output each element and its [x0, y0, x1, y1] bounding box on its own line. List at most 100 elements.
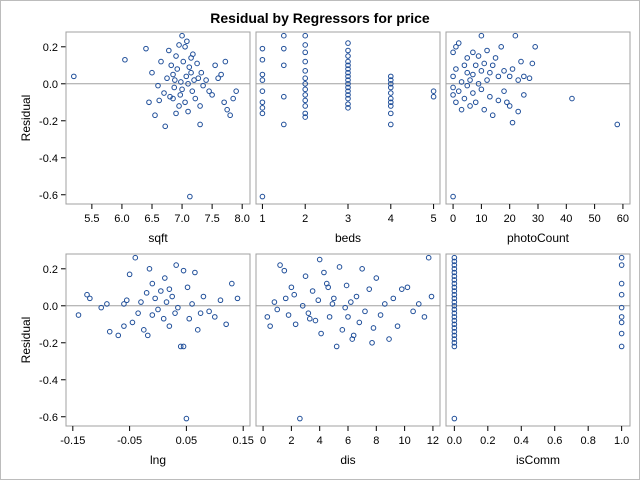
data-point — [618, 343, 625, 350]
data-point — [149, 312, 156, 318]
data-point — [271, 299, 278, 305]
data-point — [177, 343, 184, 350]
y-axis-label: Residual — [19, 95, 33, 142]
data-point — [487, 69, 493, 76]
data-point — [451, 299, 458, 305]
data-point — [451, 314, 458, 320]
data-point — [184, 284, 191, 291]
data-point — [197, 121, 203, 128]
data-point — [183, 415, 190, 422]
x-tick-label: 0.0 — [447, 435, 462, 447]
data-point — [188, 55, 194, 61]
data-point — [467, 103, 473, 109]
x-tick-label: -0.05 — [117, 435, 142, 447]
data-point — [194, 60, 200, 67]
data-point — [362, 308, 368, 315]
x-tick-label: 1.0 — [614, 435, 629, 447]
data-point — [398, 286, 405, 292]
data-point — [504, 99, 510, 106]
data-point — [353, 293, 360, 300]
data-point — [382, 301, 388, 307]
data-point — [618, 330, 625, 337]
data-point — [158, 58, 164, 65]
data-point — [189, 88, 196, 94]
data-point — [168, 62, 175, 69]
data-point — [192, 269, 198, 276]
data-point — [336, 264, 343, 270]
y-tick-label: -0.6 — [39, 190, 58, 202]
data-point — [146, 265, 153, 272]
data-point — [325, 284, 331, 291]
data-point — [302, 92, 309, 98]
data-point — [123, 297, 130, 304]
panel-frame — [445, 253, 631, 427]
data-point — [526, 75, 533, 82]
x-tick-label: 4 — [388, 213, 394, 225]
data-point — [464, 82, 471, 89]
data-point — [182, 43, 188, 50]
data-point — [302, 42, 309, 48]
data-point — [453, 66, 459, 72]
data-point — [203, 77, 209, 83]
data-point — [484, 77, 490, 83]
data-point — [481, 60, 488, 67]
data-point — [451, 280, 458, 287]
data-point — [464, 55, 471, 61]
data-point — [495, 73, 502, 80]
data-point — [618, 262, 625, 268]
data-point — [302, 103, 309, 109]
data-point — [390, 295, 397, 302]
data-point — [451, 295, 458, 302]
data-point — [230, 95, 236, 102]
data-point — [302, 49, 309, 56]
x-axis-label: sqft — [148, 231, 168, 245]
data-point — [163, 299, 170, 305]
data-point — [188, 69, 194, 76]
x-tick-label: 6.5 — [144, 213, 159, 225]
y-tick-label: 0.2 — [43, 42, 58, 54]
data-point — [495, 97, 502, 104]
data-point — [267, 323, 273, 329]
x-axis-label: lng — [150, 453, 166, 467]
data-point — [223, 321, 229, 328]
data-point — [121, 301, 127, 307]
data-point — [302, 58, 309, 65]
data-point — [453, 99, 459, 106]
data-point — [450, 193, 456, 200]
data-point — [229, 280, 235, 287]
data-point — [386, 336, 392, 342]
data-point — [345, 92, 351, 98]
data-point — [164, 75, 170, 82]
data-point — [264, 314, 271, 320]
data-point — [175, 304, 181, 311]
data-point — [450, 73, 456, 80]
y-tick-label: 0.0 — [43, 79, 58, 91]
x-tick-label: 2 — [288, 435, 294, 447]
data-point — [177, 92, 184, 98]
data-point — [305, 310, 312, 316]
data-point — [339, 327, 346, 333]
data-point — [394, 323, 401, 329]
data-point — [166, 323, 173, 329]
data-point — [451, 269, 458, 276]
data-point — [149, 69, 155, 76]
data-point — [451, 277, 458, 283]
data-point — [197, 103, 203, 109]
data-point — [451, 415, 458, 422]
data-point — [156, 97, 163, 104]
data-point — [345, 314, 351, 320]
data-point — [450, 49, 456, 56]
data-point — [410, 308, 416, 315]
data-point — [281, 32, 287, 39]
data-point — [451, 325, 458, 331]
data-point — [345, 77, 351, 83]
data-point — [87, 295, 93, 302]
data-point — [185, 108, 191, 115]
data-point — [515, 77, 521, 83]
data-point — [451, 317, 458, 324]
data-point — [179, 32, 185, 39]
data-point — [143, 45, 149, 52]
data-point — [206, 308, 212, 315]
data-point — [387, 110, 394, 117]
chart-title: Residual by Regressors for price — [210, 10, 430, 26]
